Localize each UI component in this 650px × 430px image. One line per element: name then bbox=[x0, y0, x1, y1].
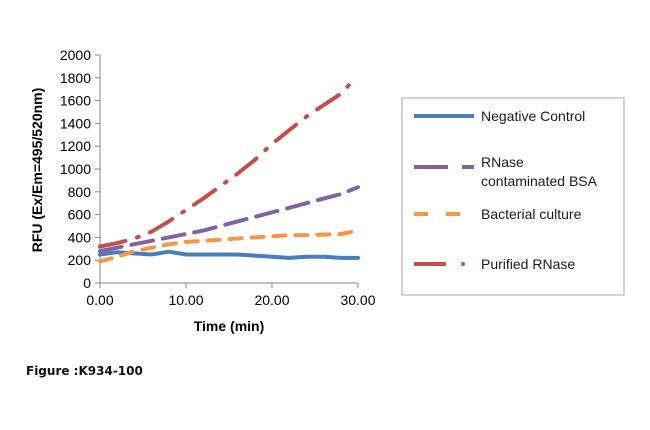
series-line-1 bbox=[98, 185, 360, 254]
legend-dot bbox=[461, 262, 465, 266]
figure-caption: Figure :K934-100 bbox=[26, 364, 143, 378]
y-tick-label: 1800 bbox=[60, 70, 91, 86]
legend-label-3: Purified RNase bbox=[481, 256, 575, 272]
series-layer bbox=[98, 82, 360, 264]
y-tick-label: 1400 bbox=[60, 115, 91, 131]
y-axis-title: RFU (Ex/Em=495/520nm) bbox=[29, 88, 45, 253]
x-tick-label: 20.00 bbox=[254, 292, 289, 308]
legend-label-1: RNase contaminated BSA bbox=[481, 154, 598, 189]
y-tick-label: 0 bbox=[83, 275, 91, 291]
x-tick-label: 30.00 bbox=[340, 292, 375, 308]
y-tick-label: 1000 bbox=[60, 161, 91, 177]
legend-label-2: Bacterial culture bbox=[481, 206, 582, 222]
y-tick-label: 800 bbox=[68, 184, 92, 200]
axes: 0 200 400 600 800 1000 1200 1400 1600 1800 2000 0.0… bbox=[60, 47, 376, 308]
x-axis-title: Time (min) bbox=[194, 318, 265, 334]
legend-label-0: Negative Control bbox=[481, 108, 585, 124]
y-tick-label: 200 bbox=[68, 252, 92, 268]
x-tick-label: 10.00 bbox=[168, 292, 203, 308]
y-tick-label: 1600 bbox=[60, 93, 91, 109]
y-tick-label: 400 bbox=[68, 229, 92, 245]
x-tick-label: 0.00 bbox=[86, 292, 113, 308]
y-tick-label: 1200 bbox=[60, 138, 91, 154]
legend: Negative Control RNase contaminated BSA Bac… bbox=[401, 97, 625, 296]
series-line-2 bbox=[98, 228, 360, 264]
series-line-3 bbox=[98, 82, 352, 249]
y-tick-label: 2000 bbox=[60, 47, 91, 63]
series-line-0 bbox=[98, 249, 360, 260]
y-tick-label: 600 bbox=[68, 207, 92, 223]
